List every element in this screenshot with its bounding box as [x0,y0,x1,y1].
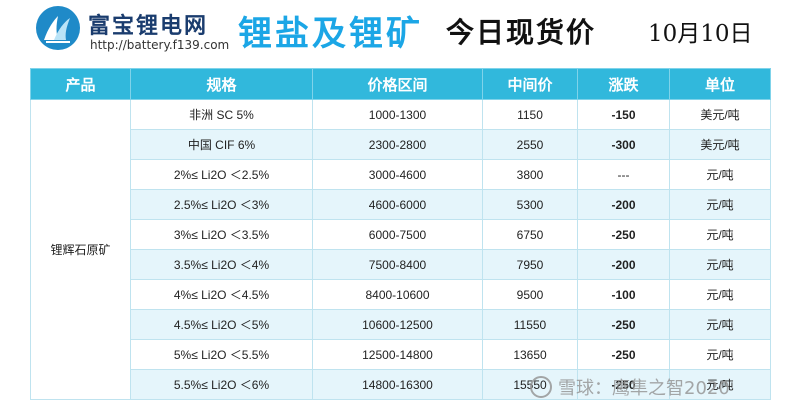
change-cell: -300 [577,129,670,160]
spec-cell: 中国 CIF 6% [130,129,313,160]
unit-cell: 元/吨 [669,249,771,280]
watermark: 雪球：鹰隼之智2020 [530,374,775,402]
column-header-spec: 规格 [130,68,313,100]
spec-cell: 4%≤ Li2O ＜4.5% [130,279,313,310]
mid-price-cell: 2550 [482,129,578,160]
change-cell: -250 [577,339,670,370]
table-row: 4.5%≤ Li2O ＜5% 10600-12500 11550 -250 元/吨 [31,309,771,340]
header: 富宝锂电网 http://battery.f139.com 锂盐及锂矿 今日现货… [0,0,800,66]
price-range-cell: 4600-6000 [312,189,483,220]
unit-cell: 元/吨 [669,159,771,190]
unit-cell: 元/吨 [669,219,771,250]
spec-cell: 3.5%≤ Li2O ＜4% [130,249,313,280]
table-row: 2.5%≤ Li2O ＜3% 4600-6000 5300 -200 元/吨 [31,189,771,220]
mid-price-cell: 11550 [482,309,578,340]
mid-price-cell: 13650 [482,339,578,370]
mid-price-cell: 1150 [482,99,578,130]
price-range-cell: 6000-7500 [312,219,483,250]
table-row: 4%≤ Li2O ＜4.5% 8400-10600 9500 -100 元/吨 [31,279,771,310]
spec-cell: 3%≤ Li2O ＜3.5% [130,219,313,250]
spec-cell: 5.5%≤ Li2O ＜6% [130,369,313,400]
price-table: 产品 规格 价格区间 中间价 涨跌 单位 锂辉石原矿 非洲 SC 5% 1000-1… [30,68,771,400]
price-range-cell: 7500-8400 [312,249,483,280]
unit-cell: 美元/吨 [669,99,771,130]
unit-cell: 元/吨 [669,309,771,340]
table-header-row: 产品 规格 价格区间 中间价 涨跌 单位 [30,68,771,100]
table-row: 3%≤ Li2O ＜3.5% 6000-7500 6750 -250 元/吨 [31,219,771,250]
spec-cell: 5%≤ Li2O ＜5.5% [130,339,313,370]
change-cell: -100 [577,279,670,310]
brand-url: http://battery.f139.com [90,38,230,52]
table-row: 中国 CIF 6% 2300-2800 2550 -300 美元/吨 [31,129,771,160]
mid-price-cell: 7950 [482,249,578,280]
change-cell: -200 [577,189,670,220]
unit-cell: 元/吨 [669,339,771,370]
price-range-cell: 10600-12500 [312,309,483,340]
spec-cell: 2.5%≤ Li2O ＜3% [130,189,313,220]
unit-cell: 美元/吨 [669,129,771,160]
change-cell: --- [577,159,670,190]
column-header-range: 价格区间 [312,68,483,100]
watermark-logo-icon [530,376,552,398]
brand-logo-icon [36,6,80,50]
change-cell: -250 [577,219,670,250]
spec-cell: 非洲 SC 5% [130,99,313,130]
column-header-mid: 中间价 [482,68,578,100]
page-title: 锂盐及锂矿 [238,14,423,54]
page-subtitle: 今日现货价 [446,16,597,49]
price-range-cell: 12500-14800 [312,339,483,370]
column-header-product: 产品 [30,68,131,100]
table-row: 5%≤ Li2O ＜5.5% 12500-14800 13650 -250 元/吨 [31,339,771,370]
change-cell: -250 [577,369,670,400]
column-header-change: 涨跌 [577,68,670,100]
mid-price-cell: 5300 [482,189,578,220]
change-cell: -200 [577,249,670,280]
change-cell: -250 [577,309,670,340]
table-row: 锂辉石原矿 非洲 SC 5% 1000-1300 1150 -150 美元/吨 [30,99,771,400]
change-cell: -150 [577,99,670,130]
mid-price-cell: 6750 [482,219,578,250]
mid-price-cell: 9500 [482,279,578,310]
price-range-cell: 2300-2800 [312,129,483,160]
table-row: 3.5%≤ Li2O ＜4% 7500-8400 7950 -200 元/吨 [31,249,771,280]
page-date: 10月10日 [648,21,753,47]
column-header-unit: 单位 [669,68,771,100]
spec-cell: 2%≤ Li2O ＜2.5% [130,159,313,190]
mid-price-cell: 3800 [482,159,578,190]
spec-cell: 4.5%≤ Li2O ＜5% [130,309,313,340]
watermark-text: 雪球：鹰隼之智2020 [558,378,730,399]
unit-cell: 元/吨 [669,279,771,310]
price-range-cell: 1000-1300 [312,99,483,130]
table-row: 2%≤ Li2O ＜2.5% 3000-4600 3800 --- 元/吨 [31,159,771,190]
price-range-cell: 3000-4600 [312,159,483,190]
product-cell: 锂辉石原矿 [30,99,131,400]
brand-name: 富宝锂电网 [88,14,209,39]
unit-cell: 元/吨 [669,189,771,220]
price-range-cell: 8400-10600 [312,279,483,310]
unit-cell: 元/吨 [669,369,771,400]
price-range-cell: 14800-16300 [312,369,483,400]
table-row: 5.5%≤ Li2O ＜6% 14800-16300 15550 -250 元/吨 [31,369,771,400]
